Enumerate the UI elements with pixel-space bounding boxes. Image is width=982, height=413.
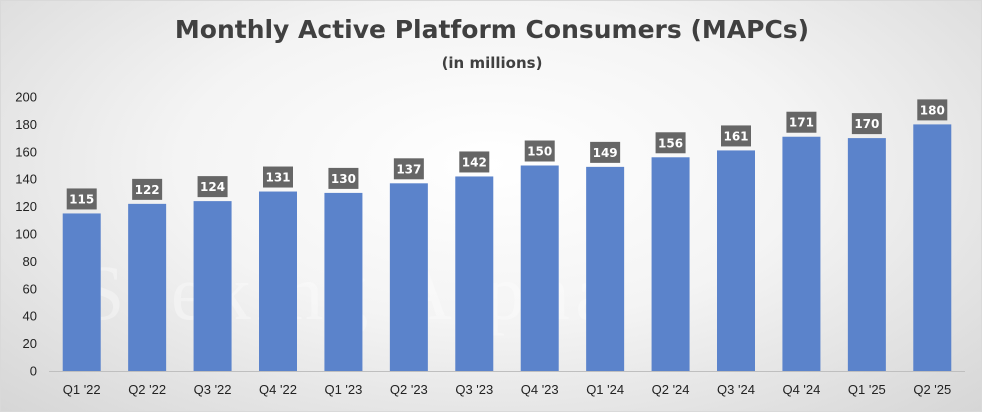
bar — [586, 166, 625, 371]
data-label-box — [851, 113, 882, 135]
bar — [651, 157, 690, 371]
bar — [913, 124, 952, 372]
x-tick-label: Q3 '24 — [717, 382, 755, 397]
y-tick-label: 200 — [15, 90, 37, 105]
y-tick-label: 140 — [15, 172, 37, 187]
y-tick-label: 60 — [23, 281, 37, 296]
data-label: 122 — [135, 183, 160, 197]
x-tick-label: Q2 '23 — [390, 382, 428, 397]
x-tick-label: Q3 '22 — [194, 382, 232, 397]
y-tick-label: 80 — [23, 254, 37, 269]
data-label-box — [655, 132, 686, 154]
data-label: 161 — [723, 129, 748, 143]
chart-title: Monthly Active Platform Consumers (MAPCs… — [174, 15, 810, 44]
data-label: 170 — [854, 117, 879, 131]
data-label: 156 — [658, 136, 683, 150]
x-tick-label: Q2 '22 — [128, 382, 166, 397]
bar — [520, 165, 559, 371]
y-tick-label: 120 — [15, 199, 37, 214]
data-label-box — [66, 188, 97, 210]
data-label: 180 — [920, 103, 945, 117]
bar — [259, 191, 297, 371]
bar — [128, 203, 167, 371]
data-label-box — [393, 158, 424, 180]
x-tick-label: Q4 '22 — [259, 382, 297, 397]
y-tick-label: 160 — [15, 144, 37, 159]
data-label: 171 — [789, 116, 814, 130]
data-label: 150 — [527, 145, 552, 159]
data-label-box — [786, 111, 817, 133]
bar — [847, 138, 886, 371]
bar — [193, 201, 232, 371]
x-tick-label: Q1 '23 — [324, 382, 362, 397]
data-label-box — [263, 166, 293, 188]
x-tick-label: Q2 '25 — [913, 382, 951, 397]
bar — [62, 213, 101, 371]
data-label: 149 — [593, 146, 618, 160]
data-label: 115 — [69, 192, 94, 206]
bar — [455, 176, 494, 371]
data-label: 137 — [396, 162, 421, 176]
x-tick-label: Q4 '24 — [782, 382, 820, 397]
bar — [389, 183, 428, 371]
bar — [782, 136, 821, 371]
y-tick-label: 0 — [30, 364, 37, 379]
data-label-box — [590, 141, 621, 163]
data-label-box — [917, 99, 948, 121]
data-label-box — [328, 167, 359, 189]
data-label-box — [132, 178, 163, 200]
chart-subtitle: (in millions) — [441, 54, 543, 72]
bar — [717, 150, 755, 371]
x-tick-label: Q1 '22 — [63, 382, 101, 397]
data-label-box — [197, 176, 228, 198]
x-tick-label: Q1 '24 — [586, 382, 624, 397]
y-tick-label: 100 — [15, 227, 37, 242]
x-tick-label: Q3 '23 — [455, 382, 493, 397]
data-label: 124 — [200, 180, 225, 194]
data-label-box — [459, 151, 490, 173]
data-label-box — [524, 140, 555, 162]
y-tick-label: 20 — [23, 336, 37, 351]
data-label: 130 — [331, 172, 356, 186]
y-tick-label: 180 — [15, 117, 37, 132]
bar — [324, 192, 363, 371]
x-tick-label: Q2 '24 — [652, 382, 690, 397]
data-label: 131 — [265, 171, 290, 185]
y-tick-label: 40 — [23, 309, 37, 324]
data-label-box — [721, 125, 751, 147]
x-tick-label: Q1 '25 — [848, 382, 886, 397]
data-label: 142 — [462, 155, 487, 169]
x-tick-label: Q4 '23 — [521, 382, 559, 397]
